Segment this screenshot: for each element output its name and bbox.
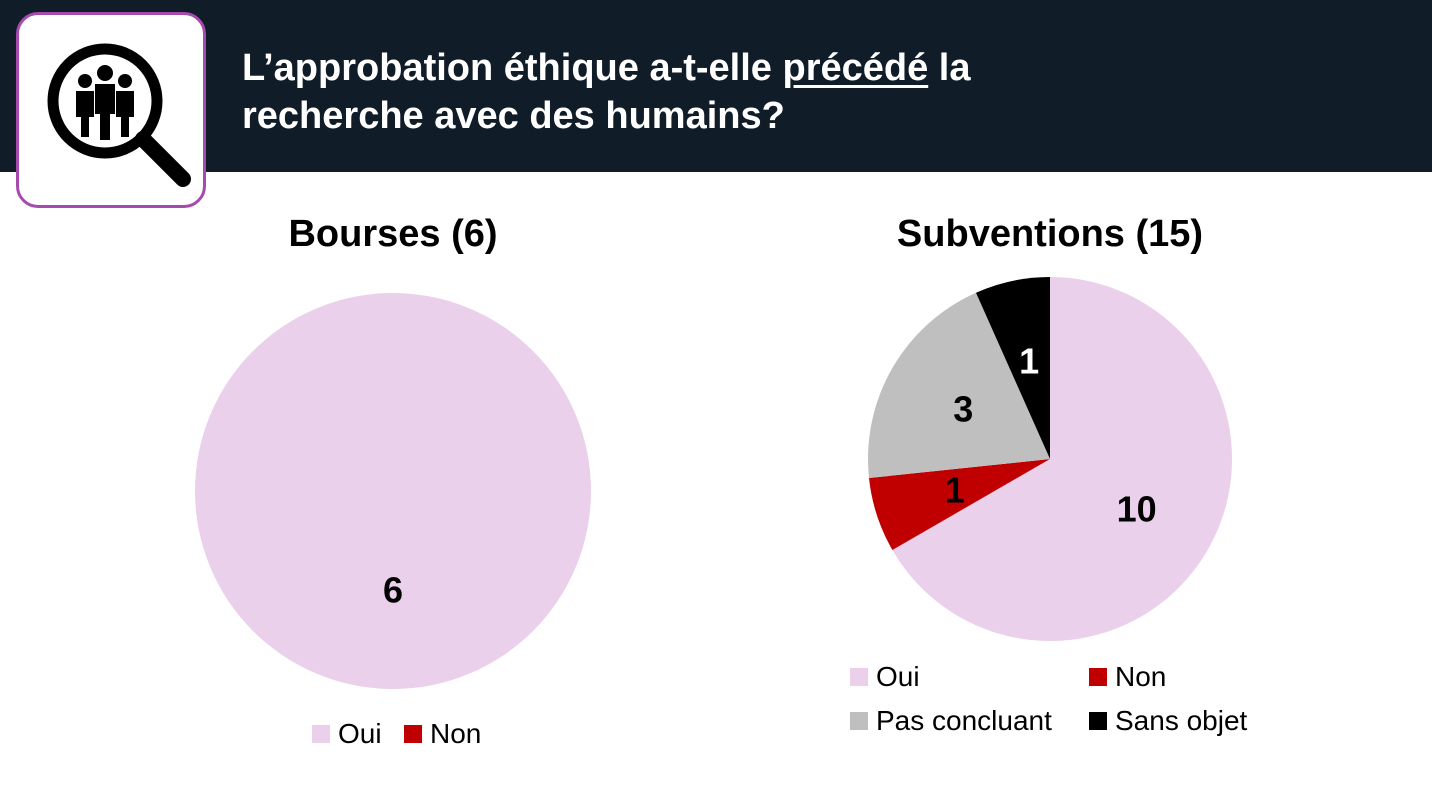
data-label-non: 1 (945, 469, 965, 510)
legend-item-non: Non (1089, 661, 1166, 693)
pie-slice-oui (892, 277, 1232, 641)
legend-swatch-non (1089, 668, 1107, 686)
slide-title-line1: L’approbation éthique a-t-elle précédé l… (242, 44, 1342, 92)
title-part2: la (928, 47, 971, 89)
title-part1: L’approbation éthique a-t-elle (242, 47, 783, 89)
legend-swatch-sans-objet (1089, 712, 1107, 730)
legend-swatch-oui (312, 725, 330, 743)
legend-label-sans-objet: Sans objet (1115, 705, 1248, 736)
legend-label-oui: Oui (876, 661, 920, 692)
pie-chart-subventions: 10 1 3 1 (868, 277, 1232, 641)
title-emphasis: précédé (782, 47, 929, 89)
legend-item-oui: Oui (850, 661, 920, 693)
pie-slice-non (868, 459, 1050, 550)
data-label-pas-concluant: 3 (953, 388, 973, 429)
pie-slice-oui (195, 293, 591, 689)
legend-label-non: Non (430, 718, 482, 749)
header-bar (0, 0, 1432, 172)
legend-item-non: Non (404, 718, 481, 750)
chart-title-subventions: Subventions (15) (896, 213, 1204, 255)
slide-title-line2: recherche avec des humains? (242, 95, 785, 137)
legend-item-sans-objet: Sans objet (1089, 705, 1247, 737)
slide-title: L’approbation éthique a-t-elle précédé l… (242, 44, 1342, 140)
legend-label-oui: Oui (338, 718, 382, 749)
magnifier-people-icon (47, 43, 191, 187)
data-label-oui: 6 (383, 570, 403, 611)
chart-title-bourses: Bourses (6) (288, 213, 498, 255)
legend-label-non: Non (1115, 661, 1167, 692)
header-icon-box (16, 12, 206, 208)
data-label-oui: 10 (1117, 489, 1157, 530)
legend-label-pas-concluant: Pas concluant (876, 705, 1052, 736)
legend-item-oui: Oui (312, 718, 382, 750)
data-label-sans-objet: 1 (1019, 341, 1039, 382)
legend-swatch-pas-concluant (850, 712, 868, 730)
pie-slice-pas-concluant (868, 292, 1050, 479)
pie-chart-bourses: 6 (195, 293, 591, 689)
pie-slice-sans-objet (975, 277, 1050, 459)
legend-swatch-oui (850, 668, 868, 686)
legend-item-pas-concluant: Pas concluant (850, 705, 1052, 737)
legend-swatch-non (404, 725, 422, 743)
